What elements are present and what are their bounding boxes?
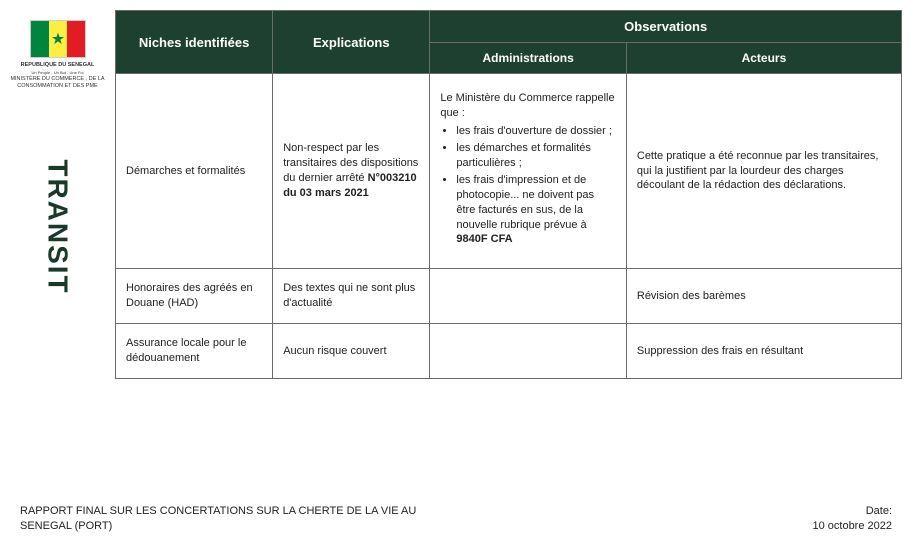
cell-admin: Le Ministère du Commerce rappelle que : …	[430, 74, 627, 269]
flag-stripe-red	[67, 21, 85, 57]
footer-report-title: RAPPORT FINAL SUR LES CONCERTATIONS SUR …	[20, 504, 420, 533]
table-row: Assurance locale pour le dédouanement Au…	[116, 324, 902, 379]
senegal-flag-icon	[30, 20, 86, 58]
cell-admin	[430, 324, 627, 379]
table-container: Niches identifiées Explications Observat…	[105, 10, 902, 494]
flag-stripe-yellow	[49, 21, 67, 57]
side-title: TRANSIT	[42, 159, 74, 294]
admin-list: les frais d'ouverture de dossier ; les d…	[456, 124, 616, 247]
footer: RAPPORT FINAL SUR LES CONCERTATIONS SUR …	[0, 494, 922, 543]
admin-intro: Le Ministère du Commerce rappelle que :	[440, 91, 616, 121]
flag-stripe-green	[31, 21, 49, 57]
footer-date-label: Date:	[812, 504, 892, 518]
transit-table: Niches identifiées Explications Observat…	[115, 10, 902, 379]
footer-date-value: 10 octobre 2022	[812, 519, 892, 533]
th-observations: Observations	[430, 11, 902, 43]
admin-item-text: les frais d'impression et de photocopie.…	[456, 174, 594, 231]
flag-star-icon	[51, 32, 65, 46]
cell-niche: Démarches et formalités	[116, 74, 273, 269]
table-row: Démarches et formalités Non-respect par …	[116, 74, 902, 269]
cell-niche: Assurance locale pour le dédouanement	[116, 324, 273, 379]
th-niches: Niches identifiées	[116, 11, 273, 74]
cell-explication: Aucun risque couvert	[273, 324, 430, 379]
ministry-name: MINISTÈRE DU COMMERCE , DE LA CONSOMMATI…	[10, 76, 105, 90]
cell-acteur: Cette pratique a été reconnue par les tr…	[626, 74, 901, 269]
list-item: les frais d'ouverture de dossier ;	[456, 124, 616, 139]
cell-acteur: Révision des barèmes	[626, 269, 901, 324]
th-administrations: Administrations	[430, 43, 627, 74]
list-item: les frais d'impression et de photocopie.…	[456, 173, 616, 247]
ministry-block: REPUBLIQUE DU SENEGAL Un Peuple - Un But…	[10, 62, 105, 91]
admin-item-bold: 9840F CFA	[456, 233, 512, 245]
list-item: les démarches et formalités particulière…	[456, 141, 616, 171]
table-row: Honoraires des agréés en Douane (HAD) De…	[116, 269, 902, 324]
republic-label: REPUBLIQUE DU SENEGAL	[10, 62, 105, 69]
cell-admin	[430, 269, 627, 324]
left-sidebar: REPUBLIQUE DU SENEGAL Un Peuple - Un But…	[10, 10, 105, 494]
cell-acteur: Suppression des frais en résultant	[626, 324, 901, 379]
motto-label: Un Peuple - Un But - Une Foi	[10, 70, 105, 75]
th-acteurs: Acteurs	[626, 43, 901, 74]
cell-niche: Honoraires des agréés en Douane (HAD)	[116, 269, 273, 324]
cell-explication: Non-respect par les transitaires des dis…	[273, 74, 430, 269]
footer-date: Date: 10 octobre 2022	[812, 504, 892, 533]
cell-explication: Des textes qui ne sont plus d'actualité	[273, 269, 430, 324]
th-explications: Explications	[273, 11, 430, 74]
